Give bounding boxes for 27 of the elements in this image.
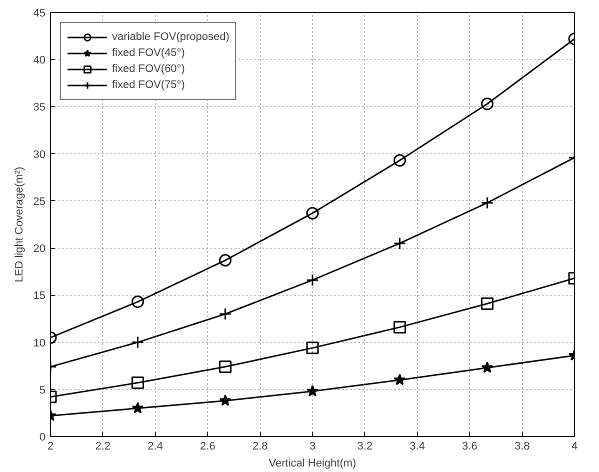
legend-label: fixed FOV(75°) <box>112 78 185 93</box>
x-tick-label: 3.2 <box>357 440 373 452</box>
y-tick-label: 45 <box>33 8 46 20</box>
x-tick-label: 2.2 <box>95 440 111 452</box>
y-tick-label: 0 <box>39 432 46 444</box>
x-tick-label: 3 <box>309 440 316 452</box>
x-tick-label: 2.8 <box>252 440 268 452</box>
y-axis-title: LED light Coverage(m²) <box>13 166 26 282</box>
legend-label: variable FOV(proposed) <box>112 30 230 45</box>
legend-label: fixed FOV(60°) <box>112 62 185 77</box>
x-tick-label: 3.6 <box>462 440 478 452</box>
y-tick-label: 35 <box>33 102 46 114</box>
y-tick-label: 30 <box>33 148 46 161</box>
x-tick-label: 2 <box>47 440 54 452</box>
y-tick-label: 20 <box>33 243 46 256</box>
y-tick-label: 40 <box>33 54 46 67</box>
y-tick-label: 15 <box>33 290 46 302</box>
y-tick-label: 5 <box>39 384 46 396</box>
y-tick-label: 10 <box>33 337 46 350</box>
legend-label: fixed FOV(45°) <box>112 46 185 61</box>
x-tick-label: 3.8 <box>514 440 530 452</box>
x-tick-label: 4 <box>571 440 578 452</box>
x-tick-label: 2.4 <box>148 440 163 452</box>
y-tick-label: 25 <box>33 196 46 208</box>
x-axis-title: Vertical Height(m) <box>268 458 356 470</box>
x-tick-label: 2.6 <box>200 440 216 452</box>
x-tick-label: 3.4 <box>410 440 425 452</box>
